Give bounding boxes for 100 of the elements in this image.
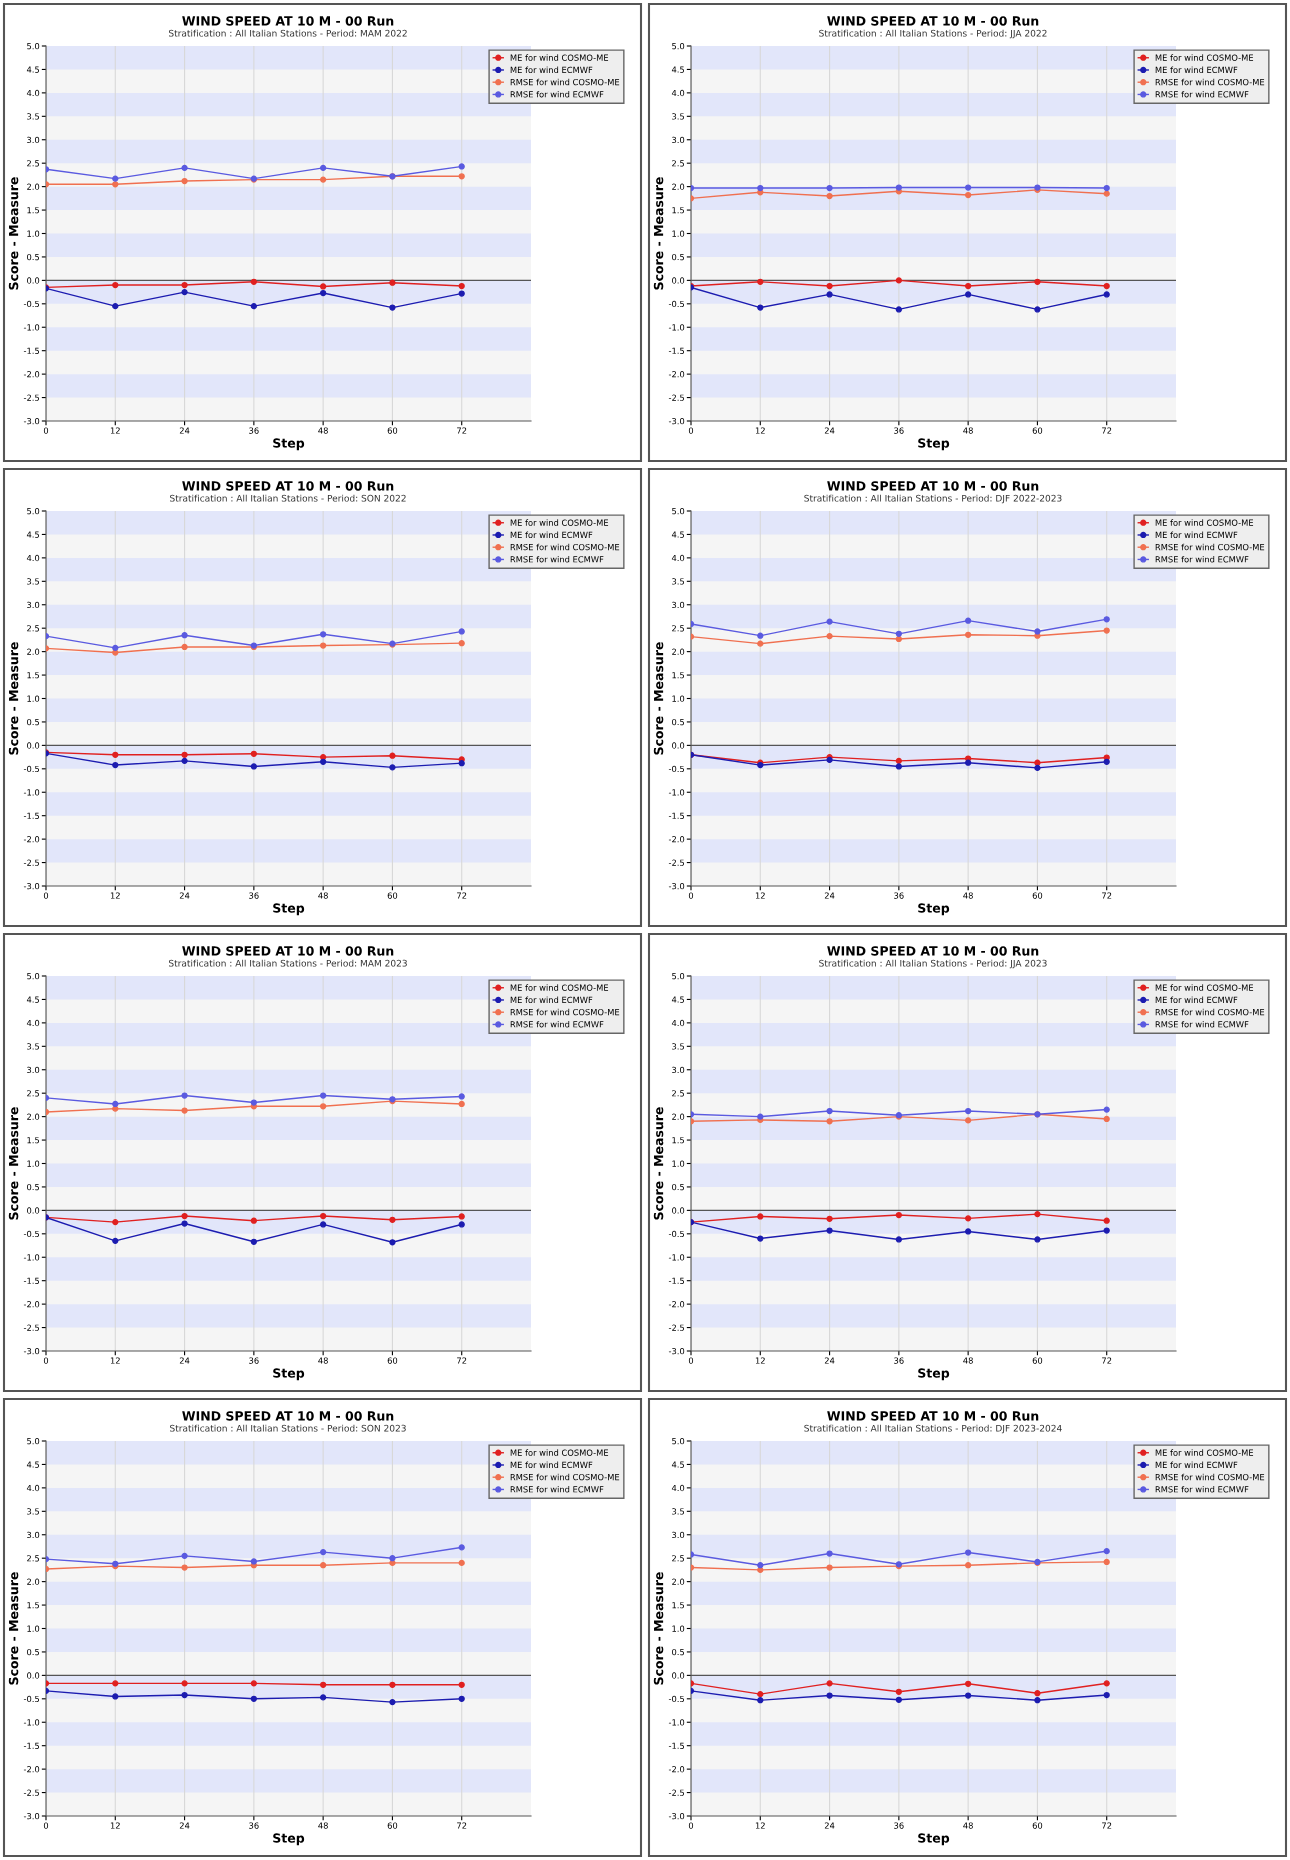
x-tick-label: 12 — [110, 427, 120, 434]
y-tick-label: 0.0 — [27, 1207, 40, 1214]
y-tick-label: 3.5 — [672, 113, 685, 120]
legend-label: RMSE for wind COSMO-ME — [510, 78, 620, 86]
y-tick-label: 0.5 — [27, 253, 40, 261]
chart-subtitle: Stratification : All Italian Stations - Period: JJA 2022 — [819, 29, 1047, 39]
y-tick-label: -2.0 — [23, 1301, 40, 1308]
y-axis-title: Score - Measure — [8, 177, 19, 290]
y-tick-label: 3.5 — [672, 578, 685, 585]
legend-label: RMSE for wind ECMWF — [510, 91, 604, 98]
chart-title: WIND SPEED AT 10 M - 00 Run — [182, 1411, 394, 1421]
y-tick-label: 1.0 — [27, 695, 40, 702]
y-tick-label: -2.5 — [23, 859, 40, 866]
x-tick-label: 24 — [824, 1357, 835, 1364]
y-tick-label: -3.0 — [23, 1812, 40, 1820]
y-tick-label: 2.5 — [27, 160, 40, 167]
x-tick-label: 48 — [318, 1822, 328, 1829]
y-tick-label: -2.0 — [668, 1766, 685, 1773]
y-tick-label: 0.5 — [672, 1648, 685, 1656]
x-tick-label: 12 — [110, 1822, 120, 1829]
x-axis-title: Step — [273, 438, 305, 451]
y-tick-label: 2.5 — [27, 1555, 40, 1562]
y-tick-label: 4.5 — [671, 66, 685, 73]
y-tick-label: 1.5 — [27, 672, 40, 679]
y-tick-label: -3.0 — [668, 882, 685, 890]
y-tick-label: -1.0 — [23, 1254, 40, 1261]
y-tick-label: 4.0 — [671, 89, 685, 97]
chart-subtitle: Stratification : All Italian Stations - Period: DJF 2022-2023 — [804, 494, 1062, 504]
y-tick-label: -2.5 — [668, 1789, 685, 1796]
y-tick-label: -1.5 — [23, 1742, 40, 1749]
legend-label: RMSE for wind COSMO-ME — [1155, 78, 1265, 86]
x-tick-label: 60 — [1032, 427, 1043, 434]
legend-label: ME for wind ECMWF — [1155, 1461, 1238, 1469]
legend-label: ME for wind COSMO-ME — [1155, 519, 1254, 526]
x-axis-title: Step — [918, 1368, 950, 1381]
y-tick-label: -2.0 — [668, 371, 685, 378]
y-tick-label: 5.0 — [27, 972, 40, 980]
legend-label: RMSE for wind ECMWF — [510, 1021, 604, 1028]
chart-subtitle: Stratification : All Italian Stations - Period: JJA 2023 — [819, 959, 1047, 969]
x-axis-title: Step — [918, 438, 950, 451]
x-axis-title: Step — [273, 1368, 305, 1381]
y-tick-label: -0.5 — [668, 1695, 685, 1703]
y-tick-label: 4.5 — [26, 531, 40, 538]
y-tick-label: 4.0 — [671, 1484, 685, 1492]
legend-label: ME for wind ECMWF — [1155, 66, 1238, 74]
legend-label: RMSE for wind COSMO-ME — [1155, 543, 1265, 551]
legend-label: RMSE for wind ECMWF — [1155, 556, 1249, 563]
y-axis-title: Score - Measure — [653, 177, 664, 290]
y-tick-label: 3.5 — [672, 1043, 685, 1050]
y-tick-label: -2.0 — [23, 836, 40, 843]
y-tick-label: -1.5 — [668, 1277, 685, 1284]
x-tick-label: 24 — [179, 892, 190, 899]
y-tick-label: -0.5 — [668, 1230, 685, 1238]
y-tick-label: 1.5 — [672, 1602, 685, 1609]
y-tick-label: 2.0 — [27, 1113, 40, 1120]
x-tick-label: 0 — [43, 1822, 49, 1829]
y-tick-label: -2.5 — [23, 394, 40, 401]
x-tick-label: 0 — [43, 892, 49, 899]
x-tick-label: 24 — [824, 427, 835, 434]
x-tick-label: 12 — [110, 892, 120, 899]
y-tick-label: 1.5 — [672, 672, 685, 679]
x-tick-label: 12 — [755, 427, 765, 434]
y-tick-label: 4.0 — [671, 1019, 685, 1027]
y-tick-label: 0.5 — [672, 253, 685, 261]
y-tick-label: -1.0 — [668, 789, 685, 796]
y-axis-title: Score - Measure — [653, 1107, 664, 1220]
y-tick-label: 1.5 — [672, 207, 685, 214]
y-tick-label: -2.5 — [23, 1789, 40, 1796]
y-tick-label: -3.0 — [668, 417, 685, 425]
y-tick-label: 3.0 — [672, 136, 685, 144]
x-tick-label: 24 — [179, 427, 190, 434]
y-tick-label: -1.0 — [23, 324, 40, 331]
x-tick-label: 36 — [249, 1357, 259, 1364]
y-tick-label: 0.5 — [672, 1183, 685, 1191]
y-tick-label: 4.0 — [26, 1484, 40, 1492]
x-tick-label: 60 — [1032, 1357, 1043, 1364]
y-tick-label: 3.5 — [672, 1508, 685, 1515]
y-tick-label: 1.0 — [27, 230, 40, 237]
x-tick-label: 60 — [1032, 1822, 1043, 1829]
y-tick-label: 0.0 — [672, 277, 685, 284]
y-tick-label: 2.0 — [27, 1578, 40, 1585]
x-tick-label: 36 — [894, 1357, 904, 1364]
y-tick-label: 5.0 — [672, 42, 685, 50]
y-tick-label: -0.5 — [668, 765, 685, 773]
y-tick-label: -2.5 — [668, 1324, 685, 1331]
y-tick-label: -1.0 — [668, 1719, 685, 1726]
y-tick-label: 0.5 — [27, 1648, 40, 1656]
x-tick-label: 60 — [1032, 892, 1043, 899]
x-tick-label: 36 — [894, 892, 904, 899]
y-axis-title: Score - Measure — [8, 1572, 19, 1685]
x-axis-title: Step — [273, 1833, 305, 1846]
x-tick-label: 60 — [387, 892, 398, 899]
x-tick-label: 72 — [457, 892, 467, 899]
y-tick-label: -2.5 — [23, 1324, 40, 1331]
x-tick-label: 60 — [387, 1357, 398, 1364]
y-tick-label: -1.5 — [23, 1277, 40, 1284]
chart-title: WIND SPEED AT 10 M - 00 Run — [827, 1411, 1039, 1421]
chart-subtitle: Stratification : All Italian Stations - Period: SON 2022 — [170, 494, 406, 502]
y-axis-title: Score - Measure — [653, 642, 664, 755]
y-tick-label: -1.5 — [668, 1742, 685, 1749]
